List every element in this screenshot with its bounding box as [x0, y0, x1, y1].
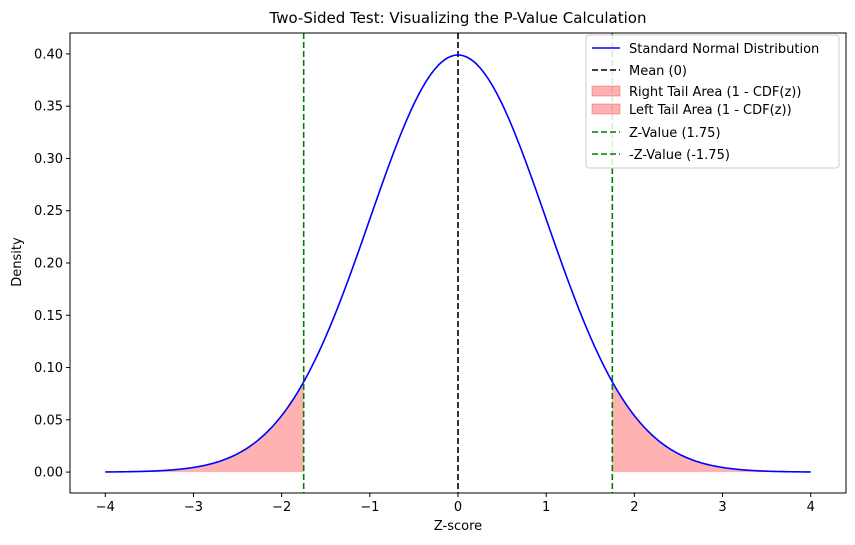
chart-title: Two-Sided Test: Visualizing the P-Value … [269, 9, 647, 27]
y-tick-label: 0.30 [34, 152, 63, 167]
x-tick-label: 4 [807, 500, 815, 515]
x-tick-label: −1 [360, 500, 379, 515]
y-tick-label: 0.25 [34, 204, 63, 219]
x-tick-label: −4 [96, 500, 115, 515]
right-tail-area [612, 381, 811, 473]
legend-label-left-tail: Left Tail Area (1 - CDF(z)) [629, 103, 792, 118]
legend-label-z-neg: -Z-Value (-1.75) [629, 148, 730, 163]
legend-label-curve: Standard Normal Distribution [629, 42, 819, 57]
x-axis: −4 −3 −2 −1 0 1 2 3 4 [96, 493, 815, 515]
legend-swatch-right-tail [591, 85, 621, 97]
x-axis-label: Z-score [434, 519, 482, 534]
legend-swatch-left-tail [591, 103, 621, 115]
x-tick-label: −2 [272, 500, 291, 515]
x-tick-label: 1 [542, 500, 550, 515]
y-tick-label: 0.20 [34, 257, 63, 272]
y-axis-label: Density [10, 237, 25, 287]
x-tick-label: 3 [718, 500, 726, 515]
legend-label-right-tail: Right Tail Area (1 - CDF(z)) [629, 85, 801, 100]
y-tick-label: 0.10 [34, 361, 63, 376]
x-tick-label: −3 [184, 500, 203, 515]
y-tick-label: 0.40 [34, 47, 63, 62]
normal-curve-line [105, 54, 811, 473]
x-tick-label: 2 [630, 500, 638, 515]
legend: Standard Normal Distribution Mean (0) Ri… [585, 34, 840, 169]
legend-label-z-pos: Z-Value (1.75) [629, 126, 721, 141]
y-axis: 0.00 0.05 0.10 0.15 0.20 0.25 0.30 0.35 0.40 [34, 47, 70, 481]
x-tick-label: 0 [454, 500, 462, 515]
legend-label-mean: Mean (0) [629, 64, 687, 79]
plot-area [105, 33, 811, 493]
y-tick-label: 0.05 [34, 413, 63, 428]
y-tick-label: 0.35 [34, 100, 63, 115]
left-tail-area [105, 381, 304, 473]
legend-box [585, 34, 840, 169]
y-tick-label: 0.15 [34, 309, 63, 324]
y-tick-label: 0.00 [34, 466, 63, 481]
